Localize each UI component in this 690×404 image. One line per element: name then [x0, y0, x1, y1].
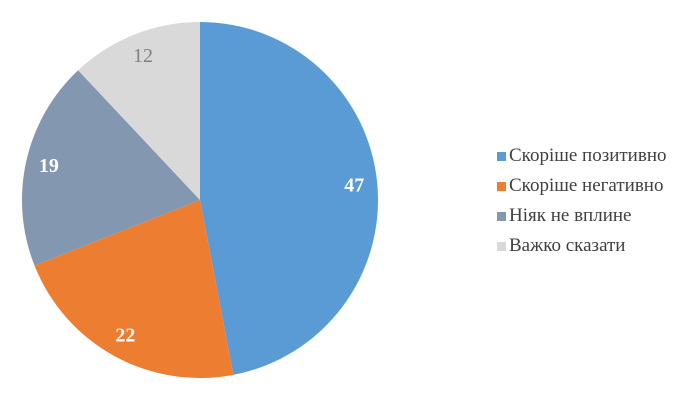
- data-label: 47: [344, 174, 364, 196]
- legend-item-label: Ніяк не вплине: [509, 205, 632, 226]
- pie-slice: [34, 200, 234, 379]
- pie-slice: [78, 22, 200, 200]
- legend-item: Скоріше позитивно: [497, 141, 666, 171]
- legend-color-swatch: [497, 241, 506, 251]
- legend-color-swatch: [497, 151, 506, 161]
- legend-item-label: Важко сказати: [509, 235, 626, 256]
- data-label: 19: [39, 155, 59, 177]
- data-label: 22: [115, 325, 135, 347]
- legend-item: Важко сказати: [497, 231, 666, 261]
- legend-item: Скоріше негативно: [497, 171, 666, 201]
- legend-item-label: Скоріше позитивно: [509, 145, 667, 166]
- legend-color-swatch: [497, 181, 506, 191]
- pie-slice: [21, 70, 200, 266]
- pie-chart: 47 22 19 12: [21, 22, 379, 379]
- data-label: 12: [133, 45, 153, 67]
- legend-item-label: Скоріше негативно: [509, 175, 664, 196]
- legend-color-swatch: [497, 211, 506, 221]
- legend-item: Ніяк не вплине: [497, 201, 666, 231]
- pie-slice: [200, 22, 379, 375]
- legend: Скоріше позитивно Скоріше негативно Ніяк…: [497, 141, 666, 261]
